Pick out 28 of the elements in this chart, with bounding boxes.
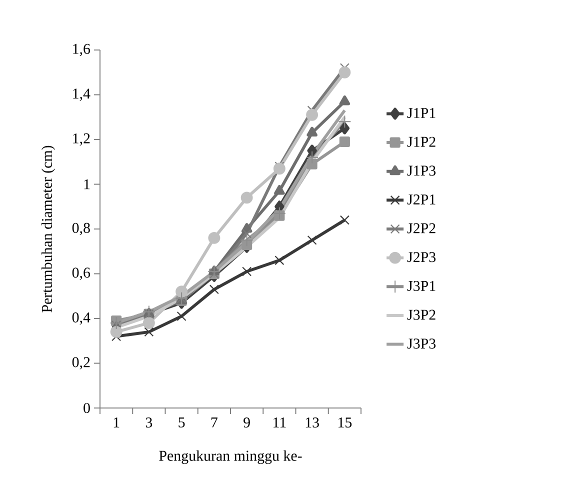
y-tick-label: 1,4 [73, 88, 90, 101]
x-tick-label: 15 [338, 418, 352, 428]
x-tick-label: 9 [244, 418, 250, 428]
legend-label: J1P3 [407, 166, 436, 176]
y-tick-label: 0,6 [72, 268, 90, 280]
legend-label: J2P1 [407, 194, 436, 205]
legend-label: J2P2 [407, 223, 436, 234]
x-tick-label: 11 [274, 418, 286, 428]
y-tick-label: 0,2 [72, 357, 90, 370]
y-tick-label: 1,6 [73, 44, 90, 56]
y-axis-title: Pertumbuhan diameter (cm) [41, 146, 56, 312]
y-tick-label: 0 [84, 402, 90, 414]
legend-label: J1P2 [407, 136, 436, 147]
legend-label: J2P3 [407, 252, 436, 262]
legend-label: J3P2 [407, 310, 436, 320]
legend-label: J1P1 [407, 108, 436, 118]
y-tick-label: 0,8 [72, 222, 90, 236]
y-tick-label: 1 [84, 179, 90, 190]
legend-label: J3P3 [407, 338, 436, 349]
x-axis-title: Pengukuran minggu ke- [159, 450, 302, 464]
x-tick-label: 1 [114, 418, 120, 428]
x-tick-label: 7 [211, 418, 218, 428]
x-tick-label: 13 [306, 418, 319, 428]
y-tick-label: 0,4 [72, 312, 90, 325]
y-tick-label: 1,2 [73, 133, 90, 146]
x-tick-label: 3 [146, 418, 152, 428]
x-tick-label: 5 [178, 418, 185, 428]
legend-label: J3P1 [407, 280, 436, 291]
